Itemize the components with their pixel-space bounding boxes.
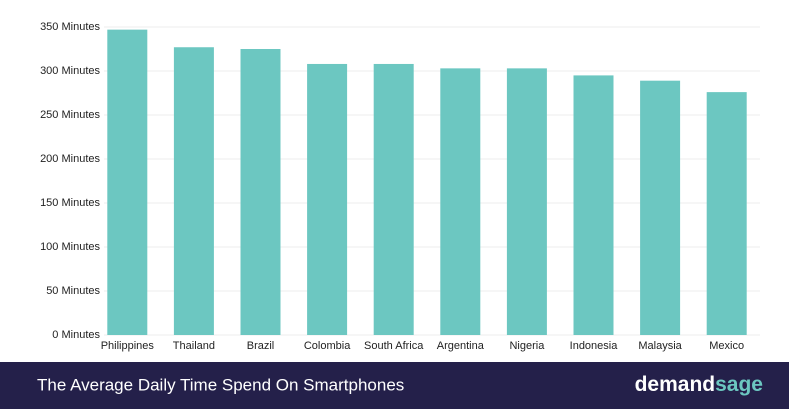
- bar: [107, 29, 148, 335]
- y-tick-label: 200 Minutes: [40, 153, 100, 165]
- footer-title: The Average Daily Time Spend On Smartpho…: [37, 375, 404, 394]
- y-tick-label: 300 Minutes: [40, 65, 100, 77]
- bar: [173, 47, 214, 336]
- y-tick-label: 250 Minutes: [40, 109, 100, 121]
- y-tick-label: 0 Minutes: [52, 329, 100, 341]
- footer-band: [0, 362, 789, 409]
- x-tick-label: Colombia: [304, 340, 351, 352]
- bar: [440, 68, 481, 336]
- bar: [240, 49, 281, 335]
- x-tick-label: Argentina: [437, 340, 485, 352]
- y-tick-label: 50 Minutes: [46, 285, 100, 297]
- bar: [506, 68, 547, 336]
- x-tick-label: Thailand: [173, 340, 215, 352]
- y-tick-label: 350 Minutes: [40, 21, 100, 33]
- y-tick-label: 100 Minutes: [40, 241, 100, 253]
- x-tick-label: South Africa: [364, 340, 424, 352]
- bar: [573, 75, 614, 336]
- x-tick-label: Nigeria: [509, 340, 545, 352]
- bar: [373, 63, 414, 336]
- x-tick-label: Philippines: [101, 340, 155, 352]
- bar: [706, 92, 747, 336]
- x-tick-label: Malaysia: [638, 340, 682, 352]
- x-tick-label: Indonesia: [570, 340, 619, 352]
- brand-part: sage: [715, 373, 763, 396]
- brand-part: demand: [635, 373, 716, 396]
- x-tick-label: Mexico: [709, 340, 744, 352]
- bar: [307, 63, 348, 336]
- y-tick-label: 150 Minutes: [40, 197, 100, 209]
- x-tick-label: Brazil: [247, 340, 275, 352]
- brand: demandsage: [635, 373, 763, 396]
- bar: [640, 80, 681, 336]
